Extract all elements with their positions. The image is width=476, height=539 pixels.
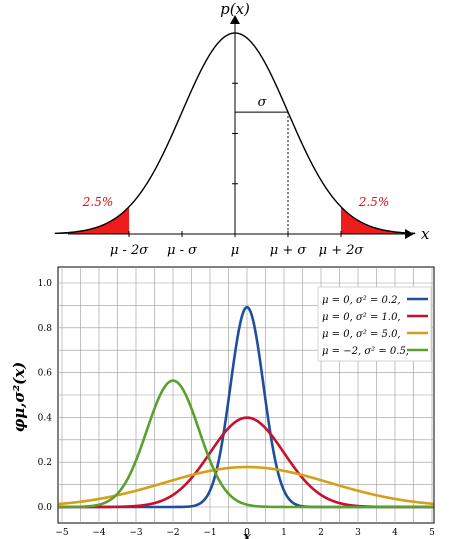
right-tail-label: 2.5%: [358, 195, 390, 209]
x-axis-label: x: [242, 530, 251, 539]
series-line: [57, 379, 435, 509]
y-tick-label: 0.0: [38, 503, 53, 513]
legend-entry-label: μ = 0, σ² = 5.0,: [322, 329, 401, 340]
y-tick-label: 0.2: [38, 458, 52, 468]
y-tick-label: 0.4: [38, 413, 53, 423]
legend-entry-label: μ = 0, σ² = 0.2,: [322, 295, 401, 306]
y-tick-labels: 0.0 0.2 0.4 0.6 0.8 1.0: [38, 279, 53, 513]
y-axis-ticks: [232, 82, 238, 185]
legend-entry-label: μ = 0, σ² = 1.0,: [322, 312, 401, 323]
normal-pdf-comparison-chart: −5 −4 −3 −2 −1 0 1 2 3 4 5 0.0 0.2 0.4 0.6 0.8 1.0 μ = …: [10, 266, 435, 539]
x-tick-label: −4: [92, 528, 106, 538]
sigma-label: σ: [258, 95, 268, 110]
x-tick-label: 5: [429, 528, 435, 538]
x-tick-label: 3: [355, 528, 361, 538]
x-axis-arrow: [405, 229, 414, 239]
x-tick-label: μ: [231, 243, 239, 258]
y-tick-label: 0.8: [38, 324, 53, 334]
x-tick-label: 1: [281, 528, 287, 538]
x-tick-label: 4: [392, 528, 398, 538]
normal-distribution-diagram: μ - 2σ μ - σ μ μ + σ μ + 2σ σ p(x) x 2.5% 2.…: [54, 0, 430, 258]
right-tail-area: [341, 206, 416, 234]
x-tick-label: μ - σ: [167, 243, 198, 258]
series-lines: [57, 305, 435, 509]
x-tick-label: μ - 2σ: [110, 243, 149, 258]
x-tick-label: −2: [166, 528, 179, 538]
y-tick-label: 1.0: [38, 279, 53, 289]
x-axis-label: x: [421, 225, 430, 243]
y-axis-label: p(x): [220, 0, 250, 18]
legend-entry-label: μ = −2, σ² = 0.5,: [322, 346, 409, 357]
x-tick-label: −5: [55, 528, 69, 538]
x-tick-label: μ + σ: [270, 243, 308, 258]
x-tick-labels: μ - 2σ μ - σ μ μ + σ μ + 2σ: [110, 243, 365, 258]
x-tick-label: −1: [203, 528, 216, 538]
legend: μ = 0, σ² = 0.2, μ = 0, σ² = 1.0, μ = 0, σ…: [317, 286, 432, 362]
left-tail-label: 2.5%: [82, 195, 114, 209]
y-axis-label: φμ,σ²(x): [10, 362, 28, 433]
x-tick-label: −3: [129, 528, 143, 538]
x-tick-labels: −5 −4 −3 −2 −1 0 1 2 3 4 5: [55, 528, 435, 538]
y-axis-arrow: [230, 15, 240, 24]
tail-areas: [54, 206, 416, 234]
y-tick-label: 0.6: [38, 369, 53, 379]
left-tail-area: [54, 206, 129, 234]
x-tick-label: μ + 2σ: [319, 243, 365, 258]
series-line: [57, 465, 435, 506]
x-tick-label: 2: [318, 528, 324, 538]
x-tick-label: 0: [244, 528, 250, 538]
